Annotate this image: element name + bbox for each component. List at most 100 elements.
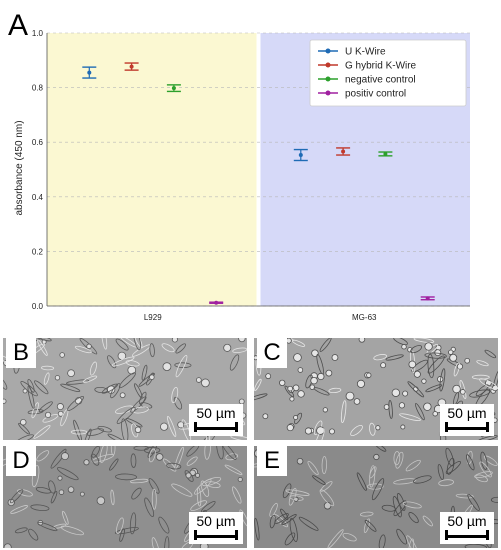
y-axis-label: absorbance (450 nm) <box>14 120 25 215</box>
cell <box>44 411 52 419</box>
cell <box>190 500 208 511</box>
panel-letter-e: E <box>257 446 287 476</box>
cell <box>340 400 347 423</box>
cell <box>175 354 188 378</box>
data-marker <box>425 296 430 301</box>
cell <box>99 446 108 463</box>
cell <box>79 491 85 497</box>
legend-entry: U K-Wire <box>345 47 386 58</box>
cell <box>27 385 35 409</box>
cell <box>20 419 27 426</box>
cell <box>484 349 497 359</box>
data-marker <box>129 64 134 69</box>
cell <box>60 525 85 536</box>
cell <box>164 536 170 548</box>
cell <box>3 378 8 390</box>
cell <box>61 452 69 461</box>
data-point <box>420 296 435 301</box>
scale-line-c <box>445 422 489 432</box>
cell <box>296 458 304 465</box>
cell <box>424 352 447 359</box>
panel-letter-b: B <box>6 338 36 368</box>
y-tick-label: 0.2 <box>32 247 44 256</box>
cell <box>10 505 28 514</box>
cell <box>202 476 222 487</box>
cell <box>297 390 305 398</box>
cell <box>307 460 319 476</box>
cell <box>67 369 75 378</box>
y-tick-label: 1.0 <box>32 29 44 38</box>
data-marker <box>298 153 303 158</box>
y-tick-label: 0.4 <box>32 193 44 202</box>
cell <box>151 488 157 510</box>
scale-label-c: 50 µm <box>447 405 487 421</box>
cell <box>181 419 192 440</box>
cell <box>74 345 92 354</box>
cell <box>297 367 304 373</box>
cell <box>483 455 498 466</box>
cell <box>107 355 117 369</box>
cell <box>298 516 319 531</box>
cell <box>110 446 116 456</box>
cell <box>133 338 141 351</box>
cell <box>171 483 193 497</box>
data-marker <box>171 86 176 91</box>
cell <box>16 489 33 497</box>
cell <box>160 422 169 431</box>
cell <box>115 473 137 481</box>
cell <box>221 446 237 460</box>
cell <box>364 519 377 532</box>
cell <box>480 451 488 470</box>
cell <box>116 517 124 534</box>
legend-marker <box>325 76 331 82</box>
cell <box>27 379 35 393</box>
micrograph-d: D 50 µm <box>3 446 247 548</box>
data-point <box>166 84 181 93</box>
cell <box>289 396 295 402</box>
cell <box>369 466 377 479</box>
cell <box>195 472 200 478</box>
cell <box>373 453 380 461</box>
cell <box>254 378 262 392</box>
cell <box>3 543 12 548</box>
cell <box>408 538 415 548</box>
legend-entry: negative control <box>345 75 416 86</box>
cell <box>408 360 417 369</box>
cell <box>171 338 178 343</box>
cell <box>400 424 406 430</box>
cell <box>292 339 306 347</box>
cell <box>345 391 355 401</box>
cell <box>378 534 386 548</box>
cell <box>279 379 286 387</box>
micrograph-e: E 50 µm <box>254 446 498 548</box>
cell <box>30 504 50 511</box>
cell <box>280 508 289 520</box>
cell <box>200 480 210 497</box>
group-background-0 <box>47 33 257 306</box>
cell <box>385 354 404 361</box>
data-point <box>336 147 351 156</box>
cell <box>162 362 172 372</box>
cell <box>131 487 142 500</box>
cell <box>254 393 268 402</box>
cell <box>393 451 401 466</box>
cell <box>391 388 401 397</box>
cell <box>285 338 292 344</box>
cell <box>151 537 160 548</box>
cell <box>402 390 409 397</box>
cell <box>476 360 489 367</box>
cell <box>166 462 182 470</box>
cell <box>392 496 402 518</box>
cell <box>350 425 363 437</box>
data-point <box>293 148 308 162</box>
x-tick-label: MG-63 <box>352 313 377 322</box>
chart-panel-a: A 0.0 0.2 0.4 0.6 0.8 1.0 L929 MG-63 absorbanc… <box>8 9 470 322</box>
cell <box>43 372 50 385</box>
cell <box>15 434 34 440</box>
data-point <box>124 62 139 71</box>
cell <box>121 418 129 440</box>
cell <box>94 386 108 394</box>
cell <box>282 483 292 499</box>
cell <box>38 401 53 413</box>
cell <box>149 343 155 358</box>
